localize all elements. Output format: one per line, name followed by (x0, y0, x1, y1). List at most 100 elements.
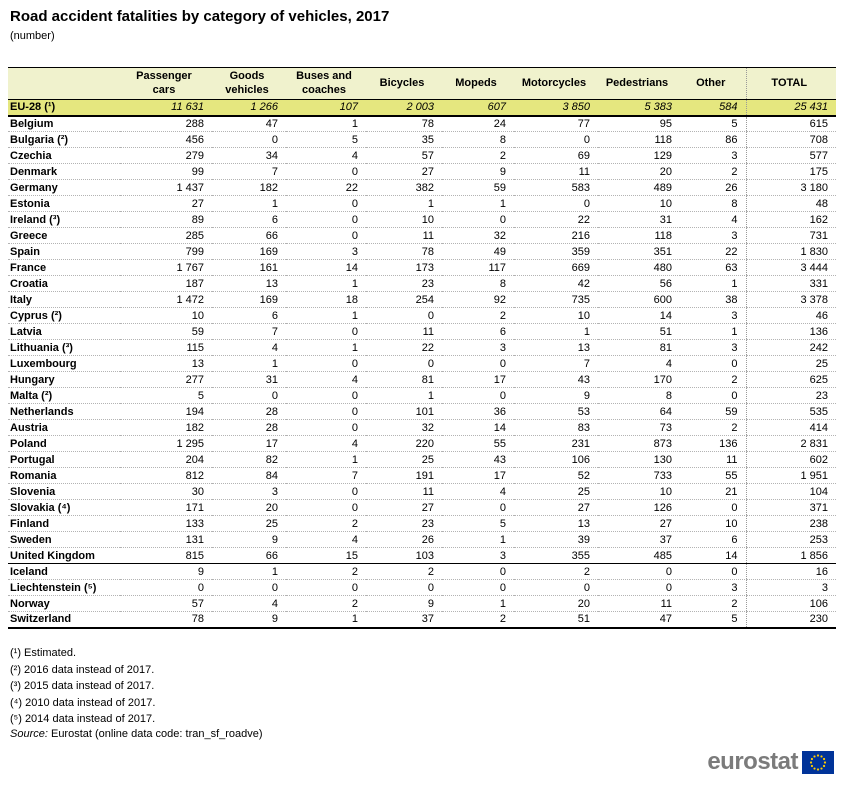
value-cell: 194 (120, 403, 212, 420)
value-cell: 2 (680, 163, 746, 180)
value-cell: 0 (286, 579, 366, 596)
country-label: EU-28 (¹) (8, 99, 120, 117)
country-label: Finland (8, 515, 120, 532)
value-cell: 6 (680, 531, 746, 548)
value-cell: 16 (745, 563, 836, 580)
value-cell: 31 (598, 211, 680, 228)
value-cell: 81 (598, 339, 680, 356)
value-cell: 0 (286, 499, 366, 516)
country-label: Spain (8, 243, 120, 260)
table-row: Luxembourg 13 1 0 0 0 7 4 0 25 (8, 355, 836, 372)
value-cell: 136 (745, 323, 836, 340)
country-label: Luxembourg (8, 355, 120, 372)
value-cell: 28 (212, 403, 286, 420)
value-cell: 191 (366, 467, 442, 484)
value-cell: 31 (212, 371, 286, 388)
country-label: Cyprus (²) (8, 307, 120, 324)
value-cell: 37 (598, 531, 680, 548)
value-cell: 4 (286, 531, 366, 548)
value-cell: 204 (120, 451, 212, 468)
value-cell: 1 (680, 275, 746, 292)
value-cell: 0 (442, 355, 514, 372)
value-cell: 15 (286, 547, 366, 564)
table-row: Romania 812 84 7 191 17 52 733 55 1 951 (8, 467, 836, 484)
value-cell: 21 (680, 483, 746, 500)
value-cell: 2 (286, 563, 366, 580)
value-cell: 0 (286, 483, 366, 500)
table-row: Hungary 277 31 4 81 17 43 170 2 625 (8, 371, 836, 388)
value-cell: 4 (212, 339, 286, 356)
value-cell: 1 (442, 195, 514, 212)
value-cell: 175 (745, 163, 836, 180)
value-cell: 130 (598, 451, 680, 468)
value-cell: 10 (366, 211, 442, 228)
footnote-line: (¹) Estimated. (10, 647, 77, 659)
value-cell: 59 (680, 403, 746, 420)
column-header: TOTAL (745, 67, 836, 100)
table-row: Finland 133 25 2 23 5 13 27 10 238 (8, 515, 836, 532)
value-cell: 95 (598, 115, 680, 132)
country-label: Norway (8, 595, 120, 612)
value-cell: 0 (366, 307, 442, 324)
value-cell: 26 (366, 531, 442, 548)
value-cell: 27 (514, 499, 598, 516)
value-cell: 456 (120, 131, 212, 148)
value-cell: 815 (120, 547, 212, 564)
value-cell: 0 (442, 499, 514, 516)
value-cell: 182 (120, 419, 212, 436)
value-cell: 171 (120, 499, 212, 516)
value-cell: 8 (442, 275, 514, 292)
value-cell: 0 (286, 195, 366, 212)
value-cell: 39 (514, 531, 598, 548)
value-cell: 53 (514, 403, 598, 420)
value-cell: 1 266 (212, 99, 286, 117)
value-cell: 20 (598, 163, 680, 180)
table-row: Greece 285 66 0 11 32 216 118 3 731 (8, 227, 836, 244)
value-cell: 3 850 (514, 99, 598, 117)
value-cell: 1 (286, 115, 366, 132)
value-cell: 0 (598, 579, 680, 596)
value-cell: 23 (366, 515, 442, 532)
value-cell: 55 (442, 435, 514, 452)
value-cell: 1 (212, 195, 286, 212)
value-cell: 25 (366, 451, 442, 468)
value-cell: 117 (442, 259, 514, 276)
value-cell: 20 (514, 595, 598, 612)
value-cell: 414 (745, 419, 836, 436)
value-cell: 13 (212, 275, 286, 292)
value-cell: 602 (745, 451, 836, 468)
table-row: Ireland (³) 89 6 0 10 0 22 31 4 162 (8, 211, 836, 228)
value-cell: 371 (745, 499, 836, 516)
value-cell: 10 (514, 307, 598, 324)
value-cell: 1 (286, 451, 366, 468)
value-cell: 1 (366, 195, 442, 212)
value-cell: 0 (514, 131, 598, 148)
table-row: Denmark 99 7 0 27 9 11 20 2 175 (8, 163, 836, 180)
value-cell: 115 (120, 339, 212, 356)
value-cell: 161 (212, 259, 286, 276)
value-cell: 288 (120, 115, 212, 132)
eurostat-logo-text: eurostat (707, 748, 798, 775)
value-cell: 23 (366, 275, 442, 292)
value-cell: 104 (745, 483, 836, 500)
table-row: Iceland 9 1 2 2 0 2 0 0 16 (8, 563, 836, 580)
value-cell: 7 (212, 163, 286, 180)
value-cell: 169 (212, 291, 286, 308)
value-cell: 1 (366, 387, 442, 404)
value-cell: 669 (514, 259, 598, 276)
value-cell: 733 (598, 467, 680, 484)
value-cell: 27 (366, 499, 442, 516)
country-label: Croatia (8, 275, 120, 292)
country-label: Sweden (8, 531, 120, 548)
value-cell: 7 (212, 323, 286, 340)
value-cell: 57 (120, 595, 212, 612)
value-cell: 14 (442, 419, 514, 436)
value-cell: 1 (286, 339, 366, 356)
value-cell: 77 (514, 115, 598, 132)
value-cell: 0 (366, 579, 442, 596)
column-header: Pedestrians (598, 67, 680, 100)
value-cell: 22 (366, 339, 442, 356)
table-row: Bulgaria (²) 456 0 5 35 8 0 118 86 708 (8, 131, 836, 148)
value-cell: 0 (442, 563, 514, 580)
